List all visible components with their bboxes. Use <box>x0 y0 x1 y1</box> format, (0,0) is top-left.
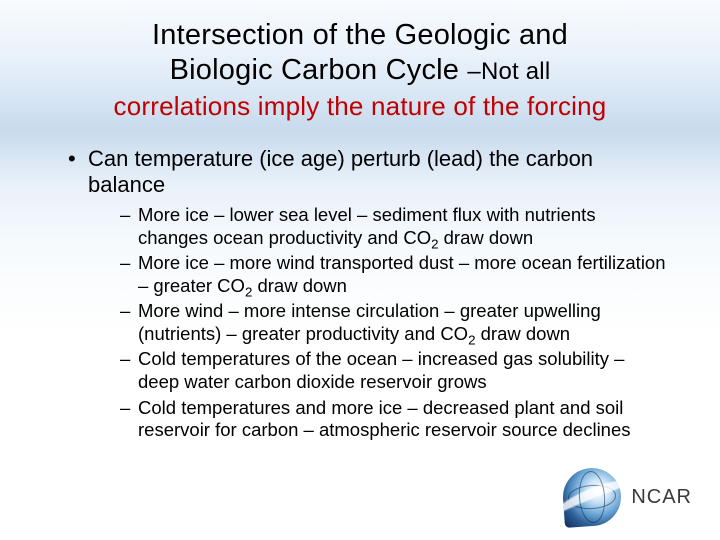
bullet-text: draw down <box>475 323 570 344</box>
list-item: Cold temperatures of the ocean – increas… <box>120 348 670 393</box>
bullet-text: Cold temperatures and more ice – decreas… <box>138 397 631 441</box>
list-item: More wind – more intense circulation – g… <box>120 300 670 345</box>
title-line1: Intersection of the Geologic and <box>152 19 568 51</box>
bullet-text: Cold temperatures of the ocean – increas… <box>138 348 624 392</box>
bullet-text: More ice – more wind transported dust – … <box>138 252 666 296</box>
logo: NCAR <box>563 468 692 526</box>
bullet-text: Can temperature (ice age) perturb (lead)… <box>88 146 593 197</box>
logo-text: NCAR <box>631 486 692 509</box>
slide-title: Intersection of the Geologic and Biologi… <box>50 18 670 124</box>
list-item: Cold temperatures and more ice – decreas… <box>120 397 670 442</box>
globe-icon <box>561 466 623 528</box>
bullet-list: Can temperature (ice age) perturb (lead)… <box>50 146 670 442</box>
globe-swoosh <box>561 472 623 528</box>
slide: Intersection of the Geologic and Biologi… <box>0 0 720 540</box>
list-item: Can temperature (ice age) perturb (lead)… <box>68 146 670 442</box>
slide-body: Can temperature (ice age) perturb (lead)… <box>50 146 670 442</box>
title-line2b: –Not all <box>467 58 550 85</box>
title-line3: correlations imply the nature of the for… <box>114 91 607 121</box>
bullet-text: draw down <box>252 275 347 296</box>
list-item: More ice – lower sea level – sediment fl… <box>120 204 670 249</box>
title-line2a: Biologic Carbon Cycle <box>170 54 468 86</box>
bullet-text: draw down <box>439 227 534 248</box>
sub-list: More ice – lower sea level – sediment fl… <box>88 204 670 442</box>
list-item: More ice – more wind transported dust – … <box>120 252 670 297</box>
subscript: 2 <box>431 236 438 251</box>
